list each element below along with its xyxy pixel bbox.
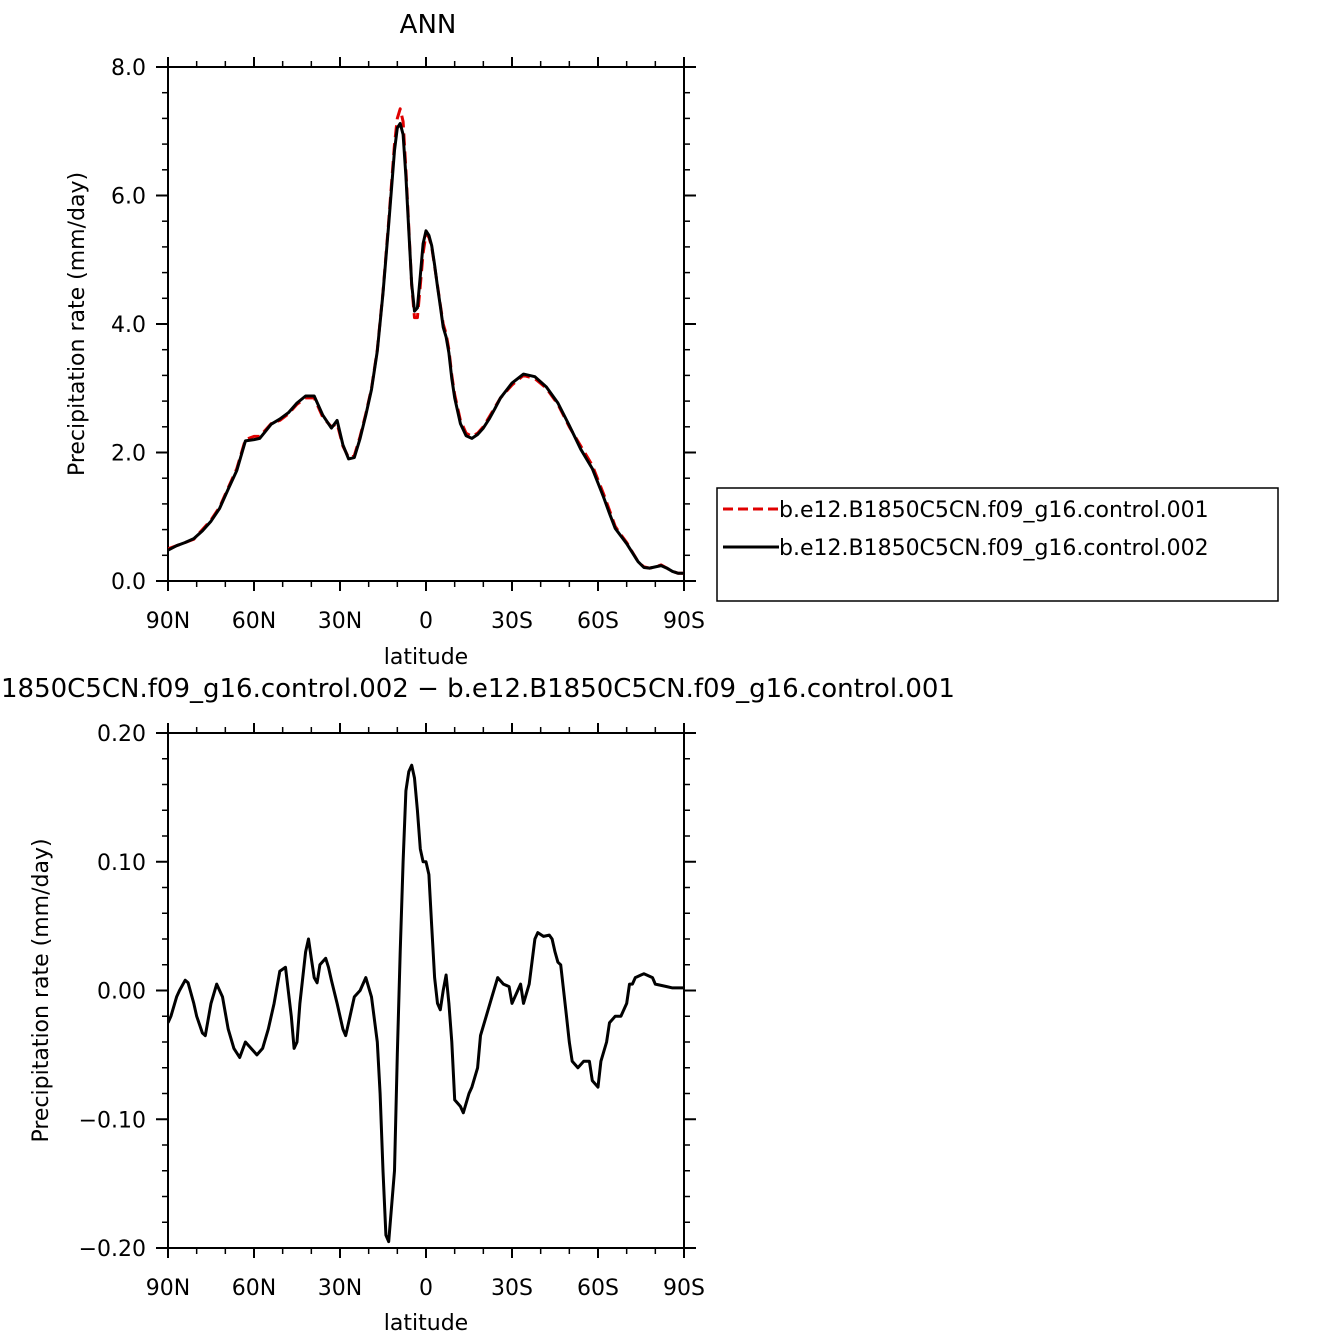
x-tick-label: 60N <box>232 609 276 634</box>
x-tick-label: 60S <box>577 609 619 634</box>
x-axis-label: latitude <box>384 1311 468 1336</box>
legend-label-1: b.e12.B1850C5CN.f09_g16.control.001 <box>779 498 1209 523</box>
x-tick-label: 90N <box>146 1276 190 1301</box>
x-tick-label: 30S <box>491 609 533 634</box>
x-tick-label: 0 <box>419 609 433 634</box>
y-tick-label: 4.0 <box>111 313 146 338</box>
x-tick-label: 60S <box>577 1276 619 1301</box>
y-axis-label: Precipitation rate (mm/day) <box>65 172 90 476</box>
x-tick-label: 90S <box>663 1276 705 1301</box>
y-tick-label: 0.00 <box>97 980 146 1005</box>
legend: b.e12.B1850C5CN.f09_g16.control.001 b.e12… <box>716 487 1279 602</box>
x-tick-label: 90S <box>663 609 705 634</box>
chart-panel-2: 90N 60N 30N 0 30S 60S 90S −0.20 −0.10 0.00 0.10 0.2… <box>0 674 955 1336</box>
plot-frame <box>167 732 685 1249</box>
legend-box <box>716 487 1279 602</box>
x-tick-label: 30N <box>318 1276 362 1301</box>
x-axis-label: latitude <box>384 645 468 670</box>
y-tick-label: 0.0 <box>111 570 146 595</box>
y-axis-label: Precipitation rate (mm/day) <box>29 838 54 1142</box>
x-tick-label: 30S <box>491 1276 533 1301</box>
x-tick-label: 0 <box>419 1276 433 1301</box>
y-tick-label: 2.0 <box>111 442 146 467</box>
x-tick-label: 30N <box>318 609 362 634</box>
y-tick-label: 8.0 <box>111 56 146 81</box>
y-tick-label: −0.10 <box>79 1108 146 1133</box>
chart-title: ANN <box>400 10 457 40</box>
legend-label-2: b.e12.B1850C5CN.f09_g16.control.002 <box>779 536 1209 561</box>
y-tick-label: −0.20 <box>79 1237 146 1262</box>
series-line-2 <box>168 122 684 575</box>
y-tick-label: 6.0 <box>111 185 146 210</box>
chart-panel-1: 90N 60N 30N 0 30S 60S 90S 0.0 2.0 4.0 6.0 8.0 ANN lat… <box>65 10 1279 670</box>
x-tick-label: 60N <box>232 1276 276 1301</box>
chart-title: b.e12.B1850C5CN.f09_g16.control.002 − b.… <box>0 674 955 704</box>
y-tick-label: 0.20 <box>97 722 146 747</box>
series-line-1 <box>168 763 684 1244</box>
x-tick-label: 90N <box>146 609 190 634</box>
y-tick-label: 0.10 <box>97 851 146 876</box>
